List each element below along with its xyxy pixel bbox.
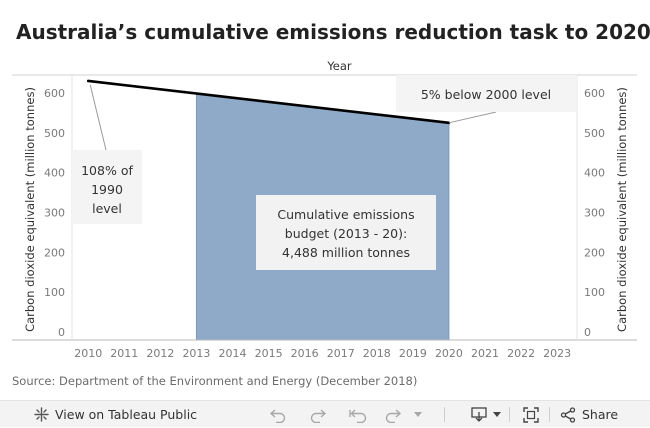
refresh-button[interactable] xyxy=(384,401,402,428)
undo-icon xyxy=(269,407,287,423)
y-tick-label-left: 600 xyxy=(44,87,65,100)
chevron-down-icon xyxy=(493,411,501,418)
y-tick-label-left: 300 xyxy=(44,206,65,219)
chart-title: Australia’s cumulative emissions reducti… xyxy=(16,20,650,44)
y-tick-label-left: 200 xyxy=(44,246,65,259)
x-tick-label: 2011 xyxy=(110,347,138,360)
y-tick-label-right: 600 xyxy=(584,87,605,100)
revert-button[interactable] xyxy=(348,401,368,428)
y-tick-label-left: 0 xyxy=(58,326,65,339)
annotation-budget-text: budget (2013 - 20): xyxy=(285,226,407,241)
redo-button[interactable] xyxy=(309,401,327,428)
x-tick-label: 2023 xyxy=(543,347,571,360)
y-tick-label-right: 400 xyxy=(584,167,605,180)
download-icon xyxy=(471,406,489,423)
annotation-left-text: 1990 xyxy=(91,182,123,197)
x-tick-label: 2013 xyxy=(182,347,210,360)
x-tick-label: 2014 xyxy=(219,347,247,360)
share-label: Share xyxy=(582,407,619,422)
x-tick-label: 2010 xyxy=(74,347,102,360)
x-tick-label: 2017 xyxy=(327,347,355,360)
y-tick-label-left: 500 xyxy=(44,127,65,140)
redo-icon xyxy=(309,407,327,423)
view-on-tableau-public-label: View on Tableau Public xyxy=(55,407,198,422)
annotation-pointer-right xyxy=(448,111,497,124)
toolbar-divider xyxy=(444,407,445,422)
x-tick-label: 2019 xyxy=(399,347,427,360)
share-button[interactable]: Share xyxy=(560,401,618,428)
y-tick-label-right: 200 xyxy=(584,246,605,259)
annotation-left-text: 108% of xyxy=(81,163,133,178)
refresh-menu-chevron[interactable] xyxy=(414,401,422,428)
revert-icon xyxy=(348,407,368,423)
fullscreen-icon xyxy=(523,406,539,423)
toolbar-divider xyxy=(549,407,550,422)
y-tick-label-left: 100 xyxy=(44,286,65,299)
tableau-toolbar: View on Tableau Public xyxy=(0,400,650,427)
x-tick-label: 2012 xyxy=(146,347,174,360)
annotation-left-box xyxy=(72,150,142,224)
undo-button[interactable] xyxy=(269,401,287,428)
x-tick-label: 2016 xyxy=(291,347,319,360)
y-axis-title-left: Carbon dioxide equivalent (million tonne… xyxy=(23,87,37,332)
emissions-trajectory-line xyxy=(86,79,451,125)
annotation-left-text: level xyxy=(92,201,122,216)
x-axis-title: Year xyxy=(326,59,352,73)
annotation-budget-text: Cumulative emissions xyxy=(277,207,414,222)
source-note: Source: Department of the Environment an… xyxy=(12,374,418,388)
fullscreen-button[interactable] xyxy=(523,401,539,428)
x-tick-label: 2018 xyxy=(363,347,391,360)
annotation-budget-box xyxy=(256,195,436,270)
share-icon xyxy=(560,406,576,423)
toolbar-divider xyxy=(509,407,510,422)
x-tick-label: 2015 xyxy=(255,347,283,360)
view-on-tableau-public-link[interactable]: View on Tableau Public xyxy=(34,401,197,428)
y-tick-label-right: 300 xyxy=(584,206,605,219)
y-axis-title-right: Carbon dioxide equivalent (million tonne… xyxy=(615,87,629,332)
tableau-icon xyxy=(34,407,49,422)
annotation-right-text: 5% below 2000 level xyxy=(421,87,551,102)
x-tick-label: 2022 xyxy=(507,347,535,360)
refresh-icon xyxy=(384,407,402,423)
x-tick-label: 2020 xyxy=(435,347,463,360)
download-button[interactable] xyxy=(471,401,501,428)
chart: Year 2010 2011 2012 2013 2014 2015 2016 2017 2018… xyxy=(12,59,637,360)
x-tick-label: 2021 xyxy=(471,347,499,360)
annotation-pointer-left xyxy=(89,84,107,151)
annotation-right-box xyxy=(396,75,577,112)
y-tick-label-left: 400 xyxy=(44,167,65,180)
y-tick-label-right: 100 xyxy=(584,286,605,299)
y-tick-label-right: 500 xyxy=(584,127,605,140)
annotation-budget-text: 4,488 million tonnes xyxy=(282,245,410,260)
y-tick-label-right: 0 xyxy=(584,326,591,339)
chevron-down-icon xyxy=(414,411,422,418)
